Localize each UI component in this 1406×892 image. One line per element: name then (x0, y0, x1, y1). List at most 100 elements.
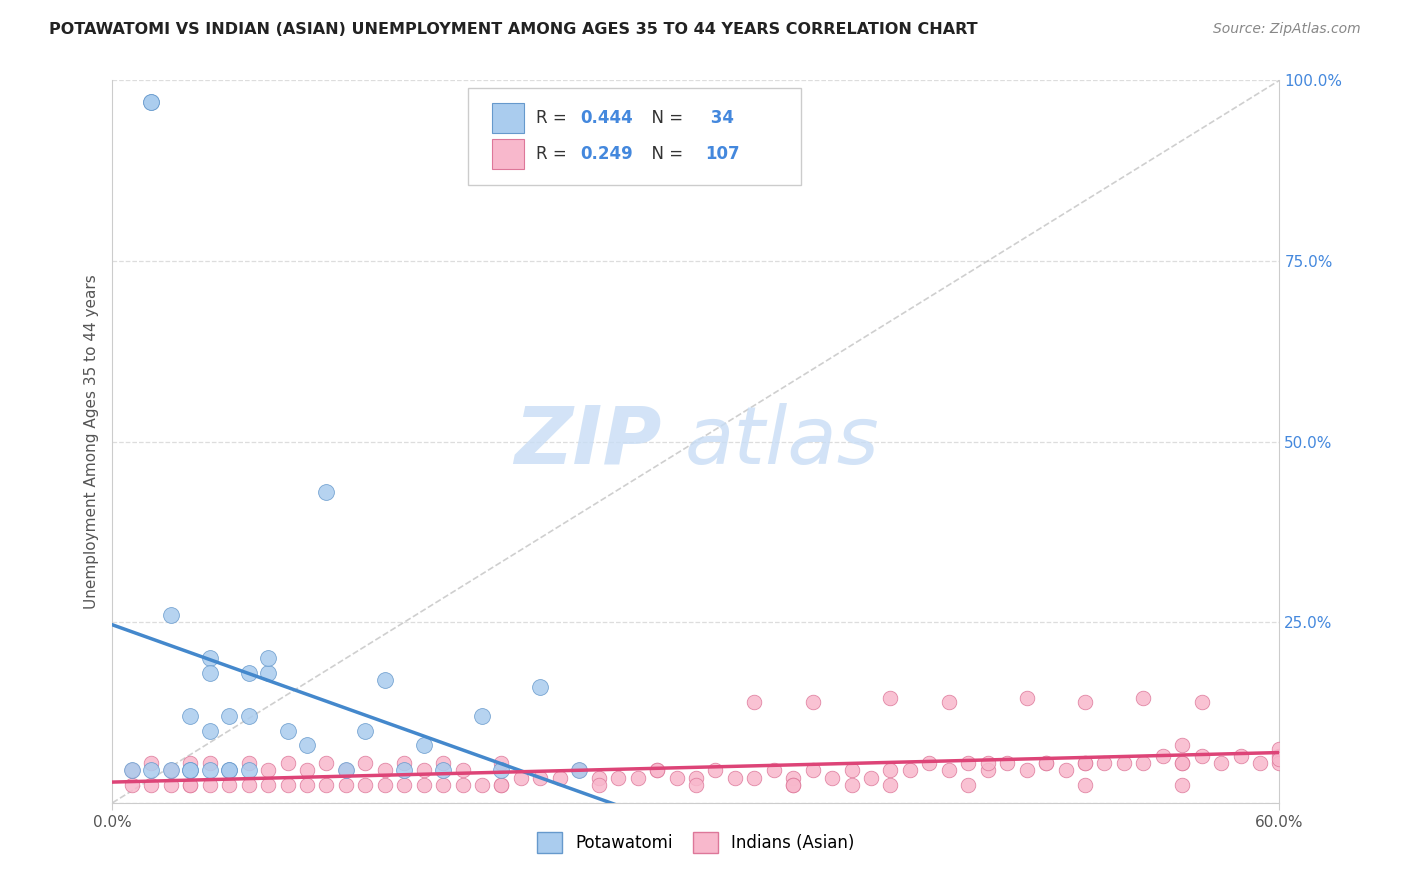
Point (1209, 756, 1232, 770)
Text: N =: N = (641, 145, 689, 163)
Point (1132, 691, 1154, 706)
Y-axis label: Unemployment Among Ages 35 to 44 years: Unemployment Among Ages 35 to 44 years (83, 274, 98, 609)
Point (607, 771, 630, 785)
Point (938, 695, 960, 709)
Point (160, 764, 183, 778)
Point (841, 778, 863, 792)
Point (801, 764, 824, 778)
Point (198, 651, 221, 665)
Point (1074, 778, 1097, 792)
Point (568, 764, 591, 778)
Point (1268, 756, 1291, 770)
Point (238, 764, 260, 778)
Text: POTAWATOMI VS INDIAN (ASIAN) UNEMPLOYMENT AMONG AGES 35 TO 44 YEARS CORRELATION : POTAWATOMI VS INDIAN (ASIAN) UNEMPLOYMEN… (49, 22, 977, 37)
Point (121, 778, 143, 792)
Point (335, 764, 357, 778)
Point (315, 756, 337, 770)
Point (179, 709, 201, 723)
Point (179, 764, 201, 778)
Point (257, 764, 280, 778)
Point (295, 764, 318, 778)
Point (160, 607, 183, 622)
Point (1074, 695, 1097, 709)
Point (1171, 756, 1194, 770)
Point (1035, 756, 1057, 770)
Text: 107: 107 (706, 145, 740, 163)
Point (121, 764, 143, 778)
Point (315, 778, 337, 792)
Point (782, 771, 804, 785)
Point (744, 695, 766, 709)
Point (276, 756, 298, 770)
Point (471, 709, 494, 723)
FancyBboxPatch shape (492, 139, 524, 169)
Point (218, 709, 240, 723)
Point (1171, 738, 1194, 752)
Point (218, 764, 240, 778)
Point (704, 764, 727, 778)
Point (257, 651, 280, 665)
Point (685, 771, 707, 785)
Point (762, 764, 785, 778)
Point (394, 756, 416, 770)
Point (451, 778, 474, 792)
Point (957, 778, 980, 792)
Point (665, 771, 688, 785)
Point (1268, 741, 1291, 756)
FancyBboxPatch shape (468, 87, 801, 185)
Point (295, 738, 318, 752)
Point (821, 771, 844, 785)
Point (1268, 748, 1291, 763)
Point (179, 778, 201, 792)
Point (1094, 756, 1116, 770)
Point (918, 756, 941, 770)
Point (141, 95, 163, 109)
Point (295, 778, 318, 792)
Text: R =: R = (536, 109, 572, 127)
Point (841, 764, 863, 778)
Point (568, 764, 591, 778)
Point (1191, 695, 1213, 709)
Point (238, 665, 260, 680)
Point (744, 771, 766, 785)
Point (1268, 752, 1291, 766)
Point (1152, 748, 1174, 763)
Point (1112, 756, 1135, 770)
Legend: Potawatomi, Indians (Asian): Potawatomi, Indians (Asian) (530, 826, 862, 860)
Point (354, 756, 377, 770)
Point (141, 95, 163, 109)
Point (1015, 691, 1038, 706)
Point (432, 764, 454, 778)
Text: atlas: atlas (685, 402, 879, 481)
Point (412, 778, 434, 792)
Point (1249, 756, 1271, 770)
Point (491, 756, 513, 770)
FancyBboxPatch shape (492, 103, 524, 133)
Point (724, 771, 747, 785)
Point (412, 764, 434, 778)
Point (1191, 748, 1213, 763)
Point (957, 756, 980, 770)
Point (374, 764, 396, 778)
Point (198, 665, 221, 680)
Point (491, 778, 513, 792)
Text: 0.444: 0.444 (581, 109, 633, 127)
Point (879, 764, 901, 778)
Point (995, 756, 1018, 770)
Point (432, 756, 454, 770)
Point (198, 756, 221, 770)
Point (1171, 756, 1194, 770)
Point (1035, 756, 1057, 770)
Point (1229, 748, 1251, 763)
Point (198, 723, 221, 738)
Point (160, 778, 183, 792)
Point (491, 778, 513, 792)
Point (394, 778, 416, 792)
Point (645, 764, 668, 778)
Point (141, 778, 163, 792)
Point (257, 778, 280, 792)
Point (451, 764, 474, 778)
Point (141, 756, 163, 770)
Point (588, 771, 610, 785)
Point (801, 695, 824, 709)
